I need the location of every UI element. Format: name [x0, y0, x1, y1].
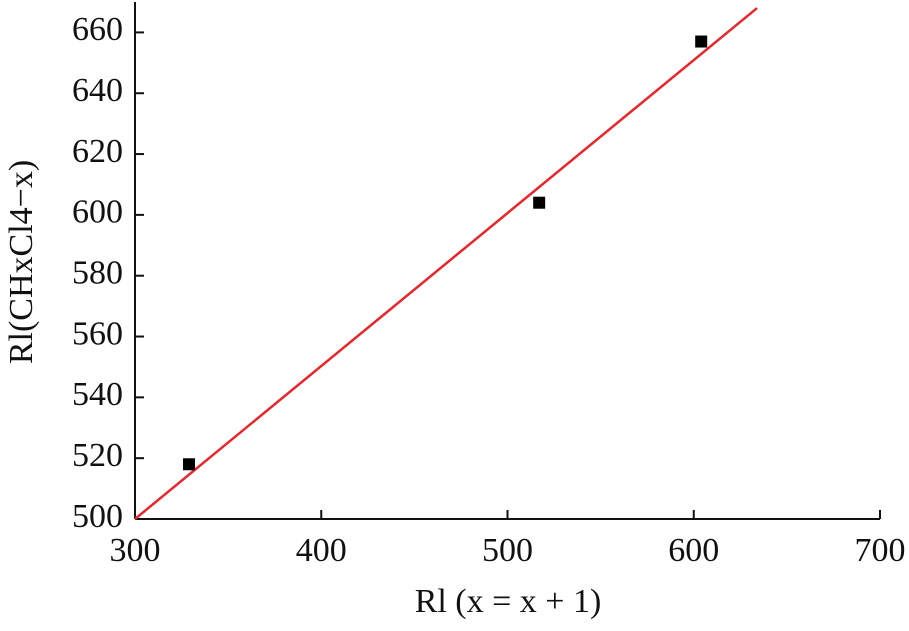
- point: [695, 35, 708, 48]
- y-tick-label: 600: [72, 194, 123, 231]
- x-tick-label: 600: [668, 532, 719, 569]
- x-tick-label: 300: [110, 532, 161, 569]
- point: [183, 458, 196, 471]
- y-tick-label: 580: [72, 255, 123, 292]
- y-axis-label: Rl(CHxCl4−x): [3, 160, 40, 364]
- x-tick-label: 700: [855, 532, 906, 569]
- y-tick-label: 500: [72, 498, 123, 535]
- y-tick-label: 540: [72, 376, 123, 413]
- x-tick-label: 400: [296, 532, 347, 569]
- y-tick-label: 640: [72, 72, 123, 109]
- fit-line: [134, 7, 758, 520]
- y-tick-label: 520: [72, 437, 123, 474]
- y-tick-label: 620: [72, 133, 123, 170]
- y-tick-label: 660: [72, 11, 123, 48]
- y-tick-label: 560: [72, 315, 123, 352]
- x-tick-label: 500: [482, 532, 533, 569]
- x-axis-label: Rl (x = x + 1): [415, 583, 602, 620]
- point: [533, 196, 546, 209]
